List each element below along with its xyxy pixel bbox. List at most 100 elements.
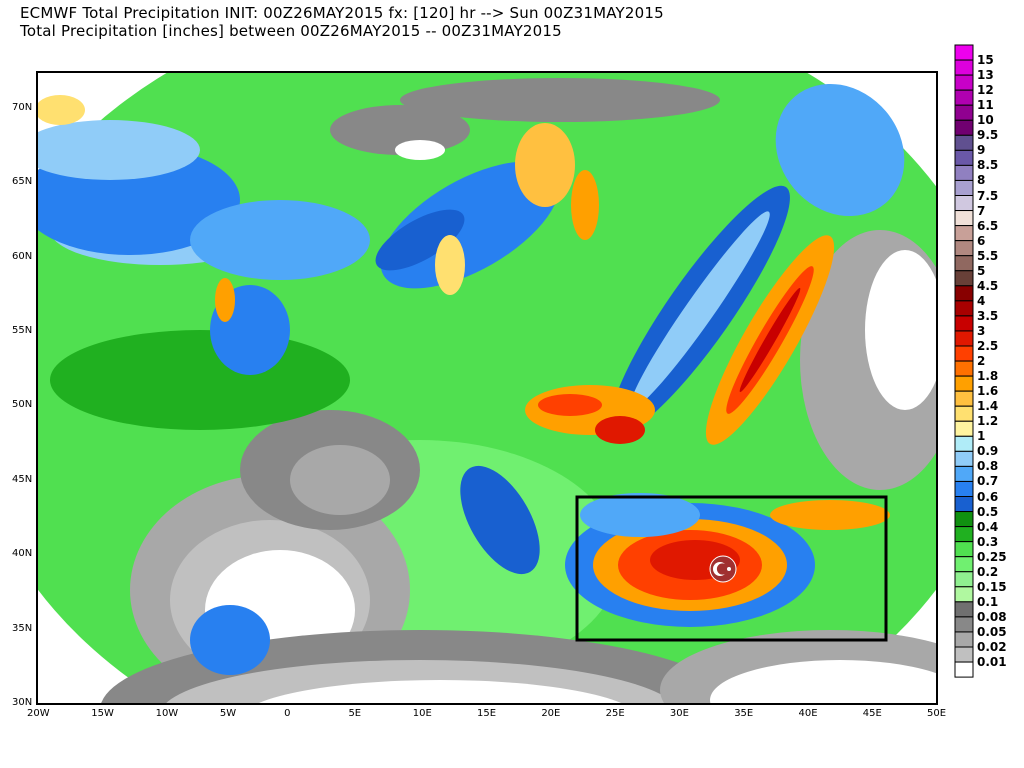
lat-tick-label: 35N (12, 622, 33, 634)
map-frame (36, 71, 938, 705)
legend-label: 0.5 (977, 504, 999, 519)
lon-tick-label: 40E (798, 708, 818, 719)
legend-swatch (954, 149, 974, 166)
legend-swatch (954, 59, 974, 76)
legend-label: 7.5 (977, 188, 999, 203)
legend-label: 11 (977, 98, 994, 113)
legend-swatch (954, 480, 974, 498)
lon-tick-label: 25E (605, 708, 625, 719)
legend-swatch (954, 556, 974, 573)
legend-label: 6 (977, 233, 986, 248)
legend-swatch (954, 195, 974, 212)
legend-swatch (954, 435, 974, 452)
legend-swatch (954, 360, 974, 377)
legend-label: 1.2 (977, 414, 999, 429)
legend-label: 5.5 (977, 248, 999, 263)
highlight-box (575, 495, 888, 642)
lat-tick-label: 65N (12, 176, 33, 188)
legend-label: 1.6 (977, 384, 999, 399)
legend-swatch (954, 179, 974, 196)
legend-label: 1.4 (977, 399, 999, 414)
legend-swatch (954, 270, 974, 287)
legend-swatch (954, 315, 974, 332)
legend-label: 5 (977, 263, 986, 278)
lat-tick-label: 60N (12, 250, 33, 262)
legend-label: 2.5 (977, 339, 999, 353)
legend-label: 13 (977, 68, 994, 83)
lat-tick-label: 40N (12, 548, 33, 560)
legend-label: 1 (977, 429, 986, 444)
legend-label: 10 (977, 113, 994, 128)
precip-region (710, 660, 937, 704)
legend-swatch (954, 375, 974, 392)
legend-label: 6.5 (977, 218, 999, 233)
precip-region (580, 493, 700, 537)
legend-label: 12 (977, 83, 994, 98)
legend-swatch (954, 616, 974, 633)
lat-tick-label: 55N (12, 325, 33, 336)
precip-region (435, 235, 465, 295)
legend-swatch (954, 134, 974, 151)
legend-swatch (954, 465, 974, 482)
precip-region (256, 680, 624, 704)
legend-label: 7 (977, 203, 986, 218)
legend-label: 0.2 (977, 564, 999, 579)
lon-tick-label: 50E (927, 708, 947, 719)
precip-region (215, 278, 235, 322)
legend-label: 0.08 (977, 609, 1007, 624)
legend-label: 9 (977, 143, 986, 158)
precip-region (595, 416, 645, 444)
turkish-flag-crescent-icon (709, 555, 737, 583)
legend-swatch (954, 104, 974, 121)
legend-swatch (954, 631, 974, 648)
precip-region (460, 465, 540, 575)
lon-tick-label: 45E (862, 708, 882, 719)
precip-region (571, 170, 599, 240)
legend-label: 1.8 (977, 369, 999, 384)
legend-label: 8 (977, 173, 986, 188)
legend-swatch (954, 420, 974, 437)
legend-label: 0.15 (977, 579, 1007, 594)
legend-label: 4.5 (977, 278, 999, 293)
precip-region (375, 209, 465, 271)
legend-swatch (954, 450, 974, 467)
precip-region (37, 95, 85, 125)
legend-label: 0.3 (977, 534, 999, 549)
precip-region (770, 500, 890, 530)
legend-swatch (954, 405, 974, 422)
legend-swatch (954, 571, 974, 588)
legend-label: 0.9 (977, 444, 999, 459)
precip-region (865, 250, 937, 410)
legend-label: 15 (977, 53, 994, 68)
precip-region (50, 330, 350, 430)
legend-label: 8.5 (977, 158, 999, 173)
precip-region (395, 140, 445, 160)
legend-swatch (954, 164, 974, 181)
precip-region (630, 211, 770, 409)
legend-swatch (954, 496, 974, 513)
legend-label: 9.5 (977, 128, 999, 143)
precip-region (190, 605, 270, 675)
legend-swatch (954, 74, 974, 91)
legend-swatch (954, 44, 974, 61)
legend-label: 0.02 (977, 640, 1007, 654)
legend-swatch (954, 586, 974, 603)
legend-label: 0.25 (977, 549, 1007, 564)
legend-label: 3.5 (977, 308, 999, 323)
legend-swatch (954, 661, 974, 678)
lon-tick-label: 30E (669, 708, 689, 719)
lon-tick-label: 0 (284, 708, 291, 719)
legend-swatch (954, 390, 974, 407)
lon-tick-label: 20E (541, 708, 561, 719)
precip-region (515, 123, 575, 207)
legend-swatch (954, 255, 974, 272)
lon-tick-label: 35E (734, 708, 754, 719)
legend-label: 0.7 (977, 474, 999, 489)
lon-tick-label: 5E (348, 708, 362, 719)
lon-tick-label: 10E (412, 708, 432, 719)
precip-region (400, 78, 720, 122)
map-title: ECMWF Total Precipitation INIT: 00Z26MAY… (20, 4, 664, 22)
legend-label: 0.4 (977, 519, 999, 534)
